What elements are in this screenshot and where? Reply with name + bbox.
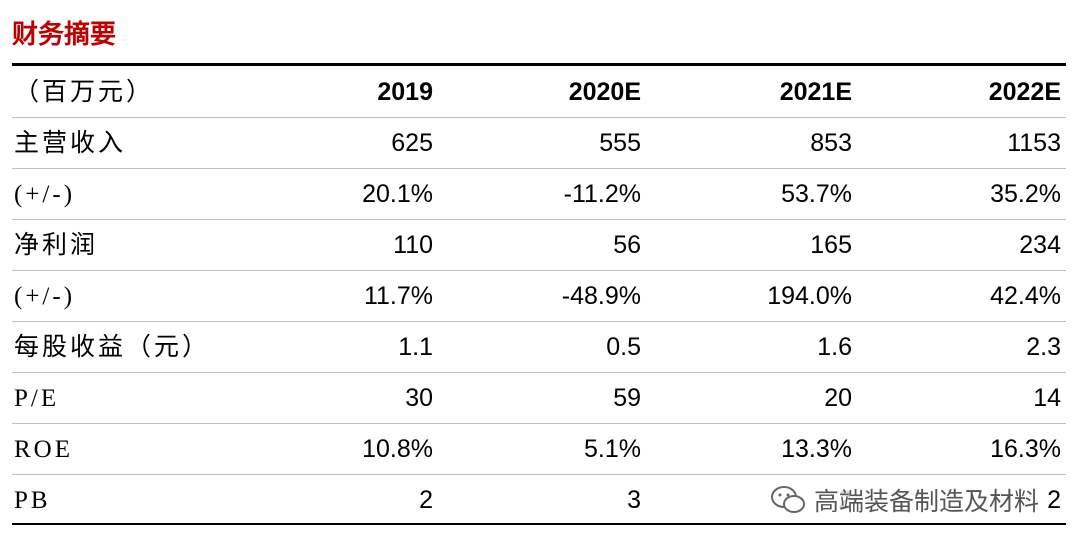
column-header: 2020E <box>568 78 641 106</box>
row-label: (+/-) <box>14 283 76 310</box>
column-header: 2021E <box>779 78 852 106</box>
cell-value: 42.4% <box>990 282 1061 310</box>
cell-value: 35.2% <box>990 180 1061 208</box>
cell-value: 2 <box>1047 486 1061 514</box>
cell-value: 625 <box>391 129 433 157</box>
cell-value: 2.3 <box>1026 333 1061 361</box>
cell-value: -48.9% <box>561 282 641 310</box>
row-label: PB <box>14 487 51 514</box>
row-separator <box>12 168 1066 169</box>
row-separator <box>12 474 1066 475</box>
watermark: 高端装备制造及材料 <box>770 478 1044 522</box>
cell-value: 20.1% <box>362 180 433 208</box>
row-separator <box>12 219 1066 220</box>
row-label: 主营收入 <box>14 130 127 157</box>
top-rule <box>12 63 1066 66</box>
cell-value: 2 <box>419 486 433 514</box>
cell-value: 0.5 <box>606 333 641 361</box>
cell-value: 14 <box>1033 384 1061 412</box>
wechat-icon <box>771 486 805 513</box>
cell-value: 30 <box>405 384 433 412</box>
cell-value: 53.7% <box>781 180 852 208</box>
cell-value: 165 <box>810 231 852 259</box>
cell-value: 59 <box>613 384 641 412</box>
cell-value: 3 <box>627 486 641 514</box>
row-label: 净利润 <box>14 232 99 259</box>
cell-value: 234 <box>1019 231 1061 259</box>
row-separator <box>12 372 1066 373</box>
cell-value: 1.6 <box>817 333 852 361</box>
cell-value: 16.3% <box>990 435 1061 463</box>
row-separator <box>12 270 1066 271</box>
column-header: 2019 <box>377 78 433 106</box>
cell-value: 555 <box>599 129 641 157</box>
column-header: 2022E <box>988 78 1061 106</box>
row-label: 每股收益（元） <box>14 334 211 361</box>
row-label: P/E <box>14 385 60 412</box>
cell-value: 1153 <box>1007 129 1061 157</box>
cell-value: 853 <box>810 129 852 157</box>
row-separator <box>12 117 1066 118</box>
header-label: （百万元） <box>14 79 155 106</box>
cell-value: 20 <box>824 384 852 412</box>
cell-value: 110 <box>393 231 433 259</box>
cell-value: 13.3% <box>781 435 852 463</box>
cell-value: 10.8% <box>362 435 433 463</box>
cell-value: 11.7% <box>363 282 433 310</box>
row-label: (+/-) <box>14 181 76 208</box>
cell-value: 56 <box>613 231 641 259</box>
cell-value: 1.1 <box>398 333 433 361</box>
row-label: ROE <box>14 436 73 463</box>
row-separator <box>12 321 1066 322</box>
cell-value: -11.2% <box>563 180 641 208</box>
bottom-rule <box>12 523 1066 525</box>
cell-value: 5.1% <box>584 435 641 463</box>
section-title: 财务摘要 <box>12 20 117 50</box>
row-separator <box>12 423 1066 424</box>
cell-value: 194.0% <box>767 282 852 310</box>
watermark-text: 高端装备制造及材料 <box>814 487 1040 516</box>
